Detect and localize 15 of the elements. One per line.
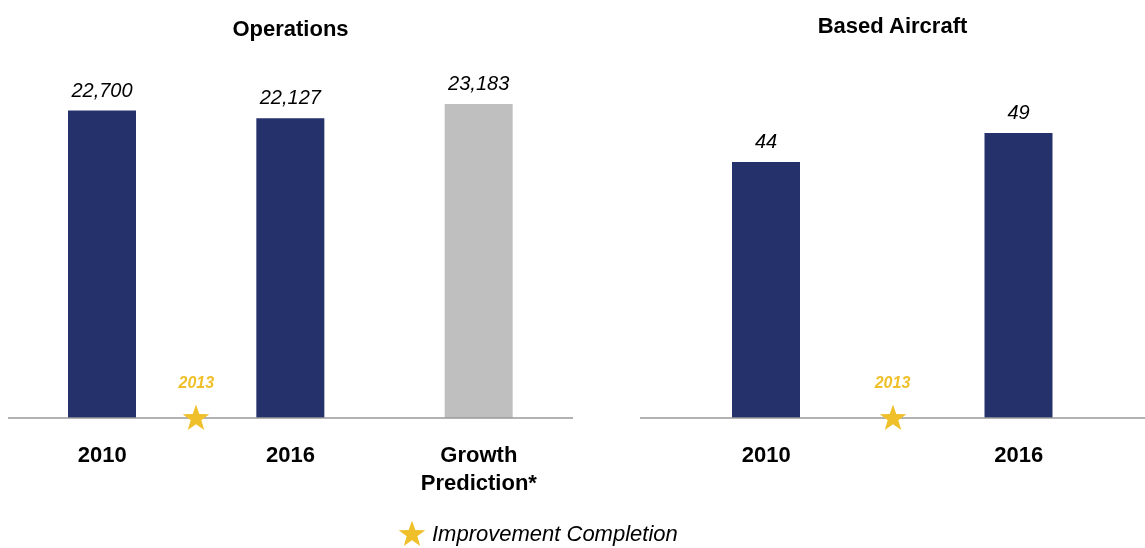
annotation: 2013	[177, 374, 216, 392]
annotation: 2013	[873, 374, 912, 392]
x-tick-label: 2010	[77, 442, 127, 467]
data-label: 23,183	[447, 72, 510, 94]
chart-title: Operations	[231, 16, 350, 42]
x-tick-label: 2016	[266, 442, 315, 467]
data-label: 22,700	[70, 78, 133, 101]
data-label: 49	[1007, 101, 1030, 123]
x-tick-label: 2016	[994, 442, 1044, 467]
x-tick-label: 2010	[741, 442, 791, 467]
data-label: 22,127	[258, 86, 322, 109]
chart-title: Based Aircraft	[816, 13, 969, 39]
x-tick-label: Growth Prediction*	[420, 442, 538, 495]
data-label: 44	[754, 130, 778, 153]
text: Improvement Completion	[432, 521, 678, 547]
